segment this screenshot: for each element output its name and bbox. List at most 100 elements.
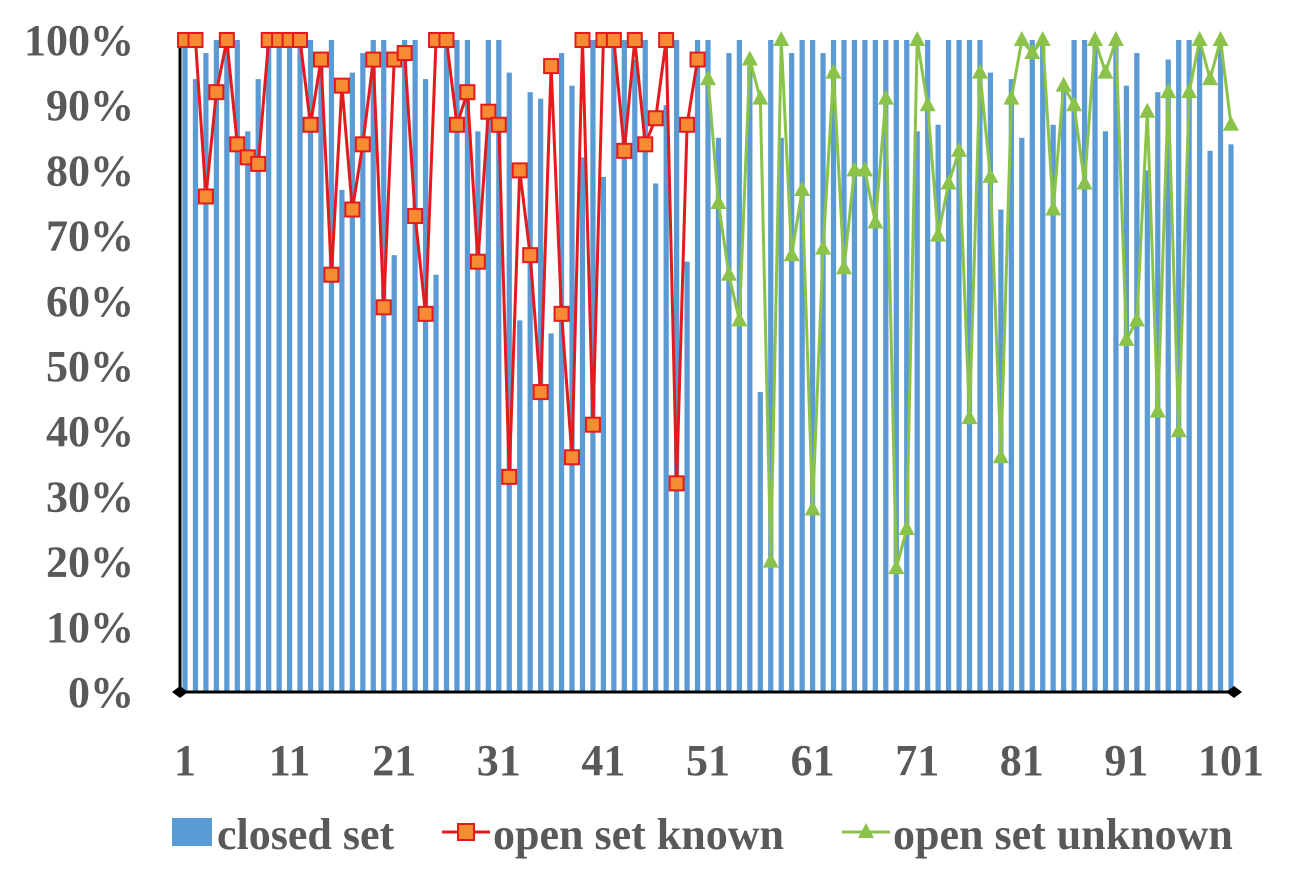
x-tick-label: 81 [1000,736,1044,785]
closed-set-bar [945,40,952,692]
open-set-unknown-marker [1139,102,1156,118]
closed-set-bar [192,79,199,693]
closed-set-bar [590,40,596,692]
open-set-known-marker [438,32,455,48]
open-set-unknown-marker [1107,31,1124,46]
closed-set-bar [851,40,858,692]
closed-set-bar [904,40,910,692]
x-tick-label: 11 [269,736,311,785]
closed-set-bar [412,40,418,692]
open-set-known-marker [668,475,685,492]
closed-set-bar [883,40,889,692]
legend-open-set-known-marker [457,823,475,841]
legend-open-set-known-label: open set known [493,810,784,859]
open-set-unknown-marker [898,520,915,535]
x-tick-label: 61 [791,736,835,785]
open-set-known-marker [647,110,664,127]
closed-set-bar [1071,40,1077,692]
closed-set-bar [1008,79,1014,693]
closed-set-bar [286,40,293,692]
open-set-unknown-marker [783,246,800,262]
open-set-known-marker [396,45,413,62]
closed-set-bar [757,392,763,692]
legend-closed-set-label: closed set [217,810,395,859]
closed-set-bar [1029,40,1035,692]
open-set-known-marker [574,32,591,48]
closed-set-bar [956,40,962,692]
closed-set-bar [328,40,335,692]
open-set-known-marker [197,188,214,205]
legend-open-set-unknown-label: open set unknown [893,810,1233,859]
closed-set-bar [370,40,376,692]
open-set-unknown-marker [1097,63,1114,79]
closed-set-bar [809,40,816,692]
x-tick-label: 41 [581,736,625,785]
closed-set-bar [778,137,784,693]
open-set-unknown-marker [1202,70,1219,86]
open-set-known-marker [501,468,518,485]
y-tick-label: 20% [46,538,134,587]
closed-set-bar [872,40,878,692]
x-tick-label: 91 [1104,736,1148,785]
open-set-unknown-marker [951,141,968,157]
closed-set-bar [496,40,502,692]
open-set-unknown-marker [930,226,947,242]
closed-set-bar [674,40,680,692]
closed-set-bar [862,40,868,692]
closed-set-bar [1186,40,1192,692]
open-set-unknown-marker [1076,174,1093,190]
closed-set-bar [1197,40,1203,692]
closed-set-bar [1123,85,1130,692]
closed-set-bar [182,40,188,692]
closed-set-bar [611,40,617,692]
open-set-known-marker [637,136,654,153]
y-tick-label: 90% [46,81,134,130]
closed-set-bar [820,53,826,693]
closed-set-bar [893,40,899,692]
closed-set-bar [203,53,209,693]
y-tick-label: 50% [46,342,134,391]
open-set-unknown-marker [971,63,988,79]
closed-set-bar [1102,131,1109,692]
closed-set-bar [433,274,439,692]
open-set-known-marker [626,32,643,48]
closed-set-bar [1113,40,1119,692]
open-set-known-marker [302,116,319,133]
closed-set-bar [318,59,324,693]
closed-set-bar [475,131,481,692]
closed-set-bar [705,40,711,692]
x-axis-arrow-right [1226,686,1242,698]
closed-set-bar [548,333,554,692]
open-set-unknown-marker [700,70,716,86]
closed-set-bar [1081,40,1088,692]
open-set-unknown-marker [1118,330,1135,346]
closed-set-bar [621,40,627,692]
open-set-unknown-marker [1055,76,1072,92]
closed-set-bar [297,40,303,692]
open-set-known-marker [187,32,204,48]
open-set-unknown-marker [888,559,905,575]
closed-set-bar [799,40,805,692]
y-tick-label: 40% [46,407,134,456]
open-set-known-marker [511,162,528,179]
open-set-unknown-marker [992,448,1009,464]
open-set-unknown-marker [1191,31,1208,46]
closed-set-bars [182,40,1234,693]
closed-set-bar [422,79,429,693]
closed-set-bar [966,40,973,692]
open-set-unknown-series [700,31,1239,575]
open-set-unknown-marker [1128,311,1145,327]
open-set-unknown-marker [710,194,727,209]
open-set-unknown-marker [1223,115,1239,131]
open-set-known-marker [354,136,371,153]
closed-set-bar [1061,85,1067,692]
x-tick-label: 21 [372,736,416,785]
closed-set-bar [1092,40,1098,692]
closed-set-bar [789,53,795,693]
open-set-known-marker [679,116,696,133]
closed-set-bar [245,131,251,692]
open-set-unknown-marker [773,31,790,46]
x-tick-label: 101 [1198,736,1264,785]
open-set-unknown-marker [762,552,779,568]
closed-set-bar [234,40,240,692]
